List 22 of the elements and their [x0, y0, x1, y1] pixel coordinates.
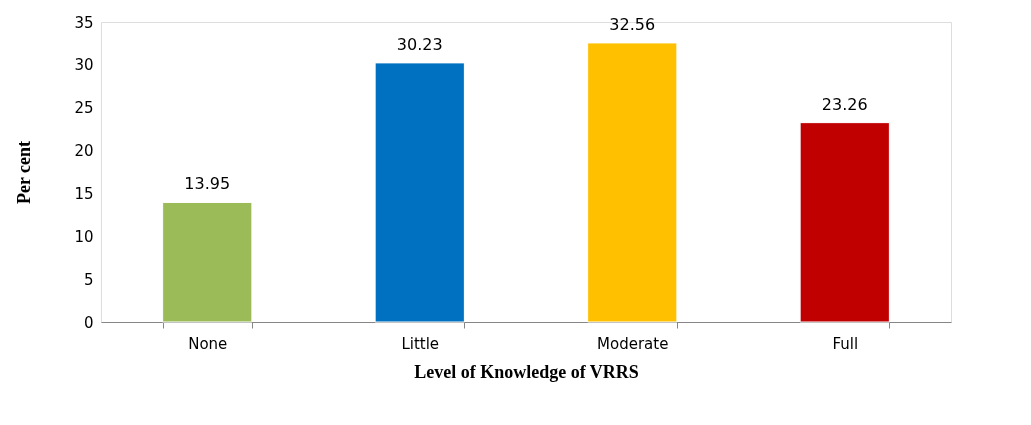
data-label: 32.56	[609, 14, 656, 34]
y-tick-label: 25	[74, 99, 94, 118]
x-tick-label: None	[188, 334, 228, 353]
data-label: 23.26	[821, 94, 868, 114]
data-label: 30.23	[396, 34, 443, 54]
y-tick-label: 20	[74, 142, 94, 161]
x-axis-title: Level of Knowledge of VRRS	[414, 361, 639, 382]
y-tick-label: 5	[83, 270, 94, 289]
x-tick-label: Full	[832, 334, 859, 353]
y-axis-title: Per cent	[14, 140, 35, 205]
y-tick-label: 15	[74, 184, 94, 203]
y-tick-label: 10	[74, 227, 94, 246]
bar	[799, 122, 890, 323]
data-label: 13.95	[184, 174, 231, 194]
bar	[374, 62, 465, 323]
y-tick-label: 0	[83, 313, 94, 332]
bar	[162, 201, 253, 323]
x-tick-label: Little	[401, 334, 440, 353]
y-tick-label: 35	[74, 13, 94, 32]
bar	[587, 42, 678, 323]
y-tick-label: 30	[74, 56, 94, 75]
x-tick-label: Moderate	[597, 334, 669, 353]
